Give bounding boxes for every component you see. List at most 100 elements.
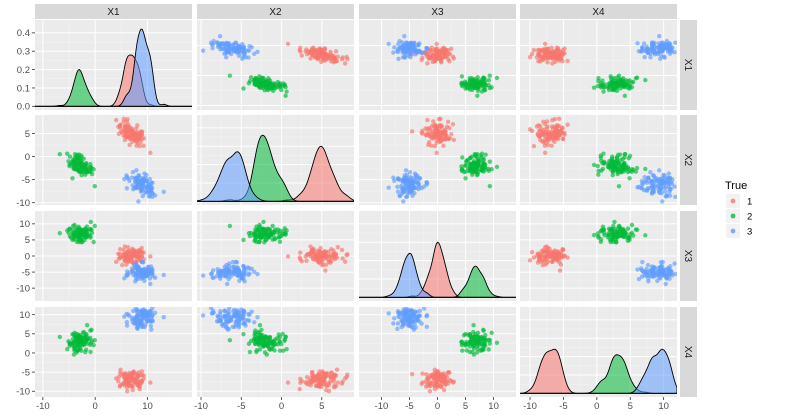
point-X1-X4-187: [601, 85, 607, 90]
point-X3-X4-197: [621, 234, 626, 239]
point-X4-X2-89: [312, 377, 317, 383]
point-X2-X1-297: [136, 173, 141, 179]
y-tick-X4-0: 0: [25, 348, 30, 359]
point-X4-X3-79: [419, 381, 424, 387]
point-X4-X3-187: [475, 346, 481, 352]
point-X2-X1-203: [129, 175, 135, 180]
point-X2-X1-298: [152, 193, 158, 198]
point-X1-X4-295: [655, 45, 660, 50]
point-X2-X1-91: [128, 136, 133, 142]
point-X4-X3-93: [441, 376, 446, 382]
point-X1-X2-166: [262, 88, 267, 93]
x-tick-X2-0: 0: [279, 401, 284, 412]
point-X3-X4-176: [618, 228, 623, 233]
point-X1-X3-198: [475, 79, 480, 84]
point-X2-X3-85: [447, 136, 453, 141]
point-X2-X3-198: [475, 163, 480, 168]
point-X2-X1-95: [133, 131, 139, 136]
point-X4-X2-277: [224, 321, 229, 326]
point-X2-X3-299: [403, 176, 408, 181]
y-tick-X3-0: 0: [25, 251, 30, 262]
point-X4-X3-282: [424, 314, 429, 319]
point-X3-X1-199: [81, 233, 87, 238]
point-X3-X2-261: [200, 273, 206, 278]
point-X3-X4-193: [627, 235, 632, 240]
point-X3-X4-93: [549, 250, 554, 255]
point-X4-X2-183: [257, 322, 263, 328]
point-X3-X4-179: [613, 240, 619, 245]
point-X3-X1-99: [129, 256, 135, 261]
column-strips: X1 X2 X3 X4: [35, 4, 677, 19]
point-X4-X1-285: [133, 307, 139, 311]
point-X2-X1-88: [130, 128, 135, 134]
strip-col-label-X4: X4: [592, 7, 605, 18]
point-X2-X1-89: [134, 135, 139, 140]
point-X3-X2-93: [298, 250, 303, 255]
point-X3-X4-262: [638, 266, 644, 271]
point-X2-X3-268: [403, 168, 409, 173]
point-X3-X2-97: [333, 252, 339, 257]
point-X4-X3-297: [415, 318, 420, 323]
point-X1-X2-67: [305, 49, 311, 54]
point-X1-X4-73: [537, 47, 542, 53]
x-tick-X2-5: 5: [319, 401, 324, 412]
y-tick-X4--5: -5: [22, 367, 30, 378]
point-X4-X1-83: [137, 370, 142, 375]
point-X2-X3-96: [439, 133, 444, 138]
point-X2-X1-71: [123, 133, 128, 138]
point-X2-X1-99: [129, 132, 135, 137]
point-X3-X4-286: [648, 267, 653, 273]
point-X2-X4-93: [549, 143, 554, 148]
point-X2-X3-87: [409, 129, 415, 134]
point-X4-X2-185: [273, 341, 278, 347]
point-X1-X3-298: [397, 38, 402, 44]
point-X1-X3-111: [494, 75, 500, 81]
point-X3-X1-80: [117, 251, 123, 257]
point-X4-X3-196: [483, 332, 488, 338]
point-X2-X4-265: [640, 182, 645, 187]
point-X3-X2-202: [252, 269, 257, 274]
point-X4-X1-185: [77, 341, 82, 347]
point-X3-X4-293: [668, 271, 673, 276]
point-X3-X1-19: [121, 247, 126, 253]
y-tick-density-0.4: 0.4: [17, 28, 30, 39]
point-X4-X3-197: [469, 335, 475, 341]
point-X3-X1-94: [124, 258, 130, 263]
point-X4-X3-265: [424, 324, 430, 330]
point-X4-X2-130: [259, 327, 264, 333]
point-X2-X3-86: [434, 128, 440, 133]
point-X3-X4-299: [661, 272, 667, 277]
point-X1-X3-92: [451, 56, 457, 61]
point-X4-X2-80: [333, 384, 339, 389]
point-X2-X3-193: [467, 168, 472, 174]
point-X2-X4-121: [596, 172, 601, 177]
point-X3-X2-179: [262, 240, 267, 245]
point-X1-X3-21: [447, 58, 452, 64]
point-X1-X4-269: [657, 33, 662, 39]
point-X2-X1-190: [75, 152, 81, 158]
point-X4-X2-79: [321, 381, 326, 387]
point-X2-X4-298: [664, 193, 670, 198]
point-X3-X2-92: [308, 244, 313, 249]
point-X2-X4-10: [531, 143, 537, 149]
point-X4-X2-47: [340, 379, 345, 384]
point-X1-X4-142: [591, 85, 597, 90]
point-X1-X3-99: [430, 52, 436, 57]
point-X1-X2-188: [262, 82, 268, 88]
point-X4-X3-87: [409, 371, 415, 377]
point-X1-X4-122: [622, 93, 628, 98]
point-X3-X4-15: [544, 260, 550, 266]
point-X1-X2-268: [255, 49, 260, 55]
point-X3-X1-297: [136, 265, 141, 270]
point-X2-X3-282: [424, 179, 429, 185]
point-X4-X2-197: [260, 335, 265, 341]
point-X3-X2-299: [241, 272, 246, 277]
y-tick-X4--10: -10: [16, 387, 30, 398]
point-X1-X2-259: [210, 46, 215, 51]
point-X1-X4-61: [550, 61, 555, 66]
point-X1-X2-97: [333, 49, 339, 54]
point-X2-X4-296: [662, 181, 668, 186]
point-X3-X1-282: [140, 260, 146, 265]
point-X2-X4-153: [610, 173, 615, 178]
point-X4-X1-195: [76, 334, 82, 339]
